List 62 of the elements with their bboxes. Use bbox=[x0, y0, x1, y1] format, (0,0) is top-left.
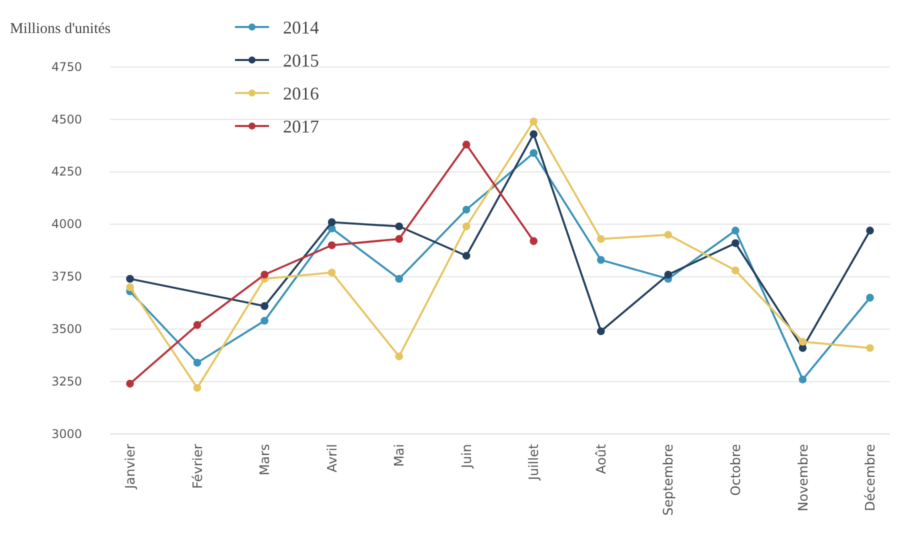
y-axis-title: Millions d'unités bbox=[10, 21, 111, 37]
x-tick-label: Mars bbox=[258, 444, 274, 476]
x-tick-label: Mai bbox=[392, 444, 408, 467]
x-tick-label: Octobre bbox=[729, 444, 744, 496]
point bbox=[260, 316, 268, 325]
y-tick-label: 3000 bbox=[51, 426, 82, 441]
point bbox=[260, 270, 268, 279]
point bbox=[597, 235, 605, 243]
point bbox=[664, 270, 672, 279]
y-tick-label: 4750 bbox=[51, 60, 82, 74]
y-tick-label: 4500 bbox=[51, 112, 82, 126]
point bbox=[126, 274, 134, 283]
point bbox=[395, 352, 403, 360]
x-tick-label: Juin bbox=[460, 444, 475, 469]
x-tick-label: Août bbox=[594, 444, 610, 474]
legend-label: 2014 bbox=[283, 17, 319, 38]
point bbox=[798, 376, 807, 384]
point bbox=[193, 384, 202, 392]
point bbox=[462, 140, 470, 148]
point bbox=[530, 237, 538, 245]
y-tick-label: 4000 bbox=[51, 217, 82, 232]
point bbox=[395, 274, 403, 283]
point bbox=[597, 256, 605, 264]
point bbox=[395, 235, 403, 243]
x-tick-label: Avril bbox=[325, 444, 340, 472]
point bbox=[462, 222, 470, 230]
point bbox=[328, 241, 336, 250]
point bbox=[597, 327, 605, 336]
y-tick-label: 3500 bbox=[51, 322, 82, 336]
x-tick-label: Décembre bbox=[864, 444, 879, 512]
x-tick-label: Janvier bbox=[124, 443, 139, 490]
point bbox=[193, 358, 202, 367]
point bbox=[866, 226, 874, 234]
point bbox=[664, 230, 672, 239]
point bbox=[866, 344, 874, 352]
point bbox=[193, 321, 202, 329]
y-tick-label: 3750 bbox=[51, 270, 82, 284]
point bbox=[126, 380, 134, 388]
x-tick-label: Février bbox=[190, 443, 206, 489]
point bbox=[530, 130, 538, 138]
point bbox=[530, 118, 538, 126]
point bbox=[328, 218, 336, 226]
point bbox=[126, 283, 134, 292]
legend-label: 2017 bbox=[283, 116, 319, 136]
point bbox=[732, 226, 740, 234]
point bbox=[328, 268, 336, 276]
point bbox=[732, 266, 740, 274]
point bbox=[462, 252, 470, 260]
point bbox=[866, 294, 874, 302]
point bbox=[530, 149, 538, 157]
point bbox=[798, 338, 807, 346]
x-tick-label: Novembre bbox=[796, 444, 812, 512]
legend-label: 2016 bbox=[283, 83, 319, 104]
point bbox=[732, 239, 740, 248]
point bbox=[260, 302, 268, 310]
x-tick-label: Septembre bbox=[662, 444, 677, 516]
legend-label: 2015 bbox=[283, 50, 319, 70]
y-tick-label: 4250 bbox=[51, 164, 82, 179]
point bbox=[395, 222, 403, 230]
point bbox=[462, 206, 470, 214]
y-tick-label: 3250 bbox=[51, 374, 82, 388]
x-tick-label: Juillet bbox=[527, 444, 542, 482]
